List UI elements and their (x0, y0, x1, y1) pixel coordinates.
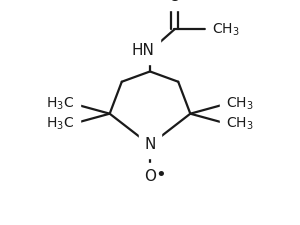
Text: •: • (156, 166, 166, 184)
Text: O: O (169, 0, 181, 4)
Text: O: O (144, 169, 156, 184)
Text: HN: HN (131, 43, 154, 59)
Text: H$_3$C: H$_3$C (46, 115, 74, 132)
Text: N: N (144, 137, 156, 152)
Text: H$_3$C: H$_3$C (46, 96, 74, 112)
Text: CH$_3$: CH$_3$ (226, 115, 254, 132)
Text: CH$_3$: CH$_3$ (226, 96, 254, 112)
Text: CH$_3$: CH$_3$ (212, 21, 240, 38)
